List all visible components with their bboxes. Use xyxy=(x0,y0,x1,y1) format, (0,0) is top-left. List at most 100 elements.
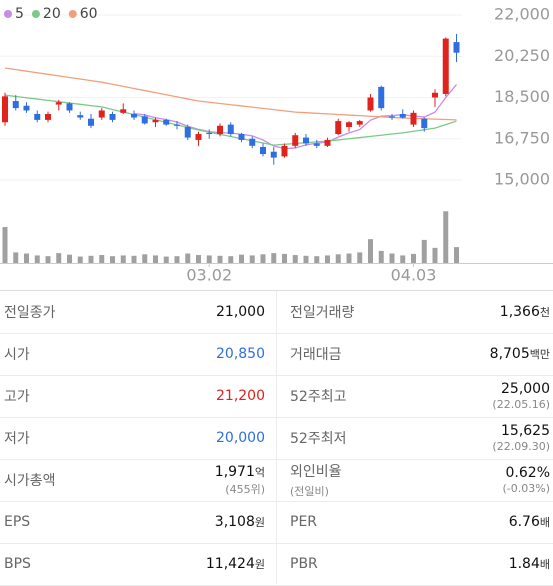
cell-value: 6.76배 xyxy=(509,514,550,530)
label-text: 전일종가 xyxy=(4,305,56,321)
label-text: 시가 xyxy=(4,347,30,363)
value-text: 20,850 xyxy=(216,346,265,362)
cell-label: PBR xyxy=(290,556,318,572)
volume-bar xyxy=(239,254,244,263)
cell-label: 52주최저 xyxy=(290,428,346,448)
value-note: (22.05.16) xyxy=(492,398,550,411)
candle-body xyxy=(270,151,277,158)
label-text: EPS xyxy=(4,514,31,530)
y-tick-label: 22,000 xyxy=(494,5,550,24)
value-note: (455위) xyxy=(225,482,265,496)
volume-bar xyxy=(206,255,212,263)
cell-label: 시가총액 xyxy=(4,470,56,490)
volume-bar xyxy=(368,239,373,263)
label-text: 고가 xyxy=(4,389,30,405)
legend-dot xyxy=(31,10,40,18)
value-text: 0.62% xyxy=(505,465,550,481)
volume-bar xyxy=(249,255,255,263)
candle-body xyxy=(313,143,320,146)
ma-line xyxy=(4,67,457,121)
candle-body xyxy=(55,102,62,105)
cell-value: 1,366천 xyxy=(500,304,550,320)
legend-label: 20 xyxy=(43,6,61,22)
stats-table: 전일종가 21,000 전일거래량 1,366천 시가 20,850 거래대금 8,705백만… xyxy=(0,290,553,586)
cell-label: EPS xyxy=(4,514,30,530)
volume-bar xyxy=(56,253,62,263)
cell-value: 15,625 (22.09.30) xyxy=(492,423,550,453)
cell-label: 외인비율 (전일비) xyxy=(290,461,342,499)
label-text: 52주최고 xyxy=(290,389,347,405)
volume-bar xyxy=(67,254,72,263)
column-divider xyxy=(276,291,277,584)
value-text: 21,000 xyxy=(216,304,265,320)
volume-bar xyxy=(196,255,201,263)
cell-label: 저가 xyxy=(4,428,30,448)
volume-bar xyxy=(292,255,298,263)
cell-value: 1,971억 (455위) xyxy=(215,464,265,497)
candle-body xyxy=(238,134,245,140)
volume-bar xyxy=(325,255,330,263)
chart: 15,000 16,750 18,500 20,250 22,000 5 20 60 03.02… xyxy=(0,5,553,285)
y-tick-label: 20,250 xyxy=(494,46,550,65)
candle-body xyxy=(389,116,395,118)
y-tick-label: 16,750 xyxy=(494,128,550,147)
volume-bar xyxy=(228,256,234,263)
table-row: BPS 11,424원 PBR 1.84배 xyxy=(0,543,553,586)
value-text: 21,200 xyxy=(216,388,265,404)
label-text: 저가 xyxy=(4,431,30,447)
candle-body xyxy=(281,145,288,157)
volume-bar xyxy=(389,253,395,263)
volume-bar xyxy=(314,256,320,263)
label-text: PBR xyxy=(290,556,318,572)
candle-body xyxy=(2,96,8,123)
cell-value: 20,850 xyxy=(216,346,265,362)
cell-label: 전일거래량 xyxy=(290,302,354,322)
value-text: 1,366 xyxy=(499,304,540,320)
value-unit: 원 xyxy=(254,516,265,529)
candle-body xyxy=(303,137,309,144)
candle-body xyxy=(45,114,51,120)
volume-bar xyxy=(99,255,105,263)
volume-bar xyxy=(335,254,341,263)
candle-body xyxy=(421,118,428,129)
value-unit: 억 xyxy=(254,465,265,479)
candle-body xyxy=(23,105,30,111)
volume-bar xyxy=(185,253,191,263)
value-text: 3,108 xyxy=(214,514,255,530)
volume-bar xyxy=(282,253,287,263)
candle-body xyxy=(378,86,385,109)
candle-body xyxy=(109,114,116,120)
volume-bar xyxy=(217,255,223,263)
volume-bar xyxy=(163,256,169,263)
value-text: 11,424 xyxy=(205,556,255,572)
candle-body xyxy=(77,115,84,118)
x-tick-label: 04.03 xyxy=(391,266,437,285)
y-tick-label: 15,000 xyxy=(494,170,550,189)
volume-bar xyxy=(131,255,137,263)
volume-bar xyxy=(357,252,363,263)
cell-label: PER xyxy=(290,514,317,530)
volume-bar xyxy=(77,256,83,263)
candle-body xyxy=(227,124,234,135)
value-text: 8,705 xyxy=(489,346,530,362)
value-text: 1,971 xyxy=(214,463,255,480)
legend-label: 60 xyxy=(80,6,98,22)
cell-label: BPS xyxy=(4,556,31,572)
volume-bar xyxy=(411,253,416,263)
volume-bar xyxy=(174,256,180,263)
label-text: BPS xyxy=(4,556,31,572)
label-text: 52주최저 xyxy=(290,431,347,447)
label-text: 거래대금 xyxy=(290,347,342,363)
volume-bar xyxy=(88,255,94,263)
value-text: 20,000 xyxy=(216,430,265,446)
y-tick-label: 18,500 xyxy=(494,87,550,106)
legend-dot xyxy=(4,10,12,18)
candle-body xyxy=(442,38,449,94)
candle-body xyxy=(346,122,352,127)
cell-value: 1.84배 xyxy=(509,556,550,572)
candle-body xyxy=(12,101,19,109)
candle-body xyxy=(260,147,266,155)
volume-bar xyxy=(260,254,266,263)
candle-body xyxy=(206,132,213,135)
candle-body xyxy=(367,97,374,111)
